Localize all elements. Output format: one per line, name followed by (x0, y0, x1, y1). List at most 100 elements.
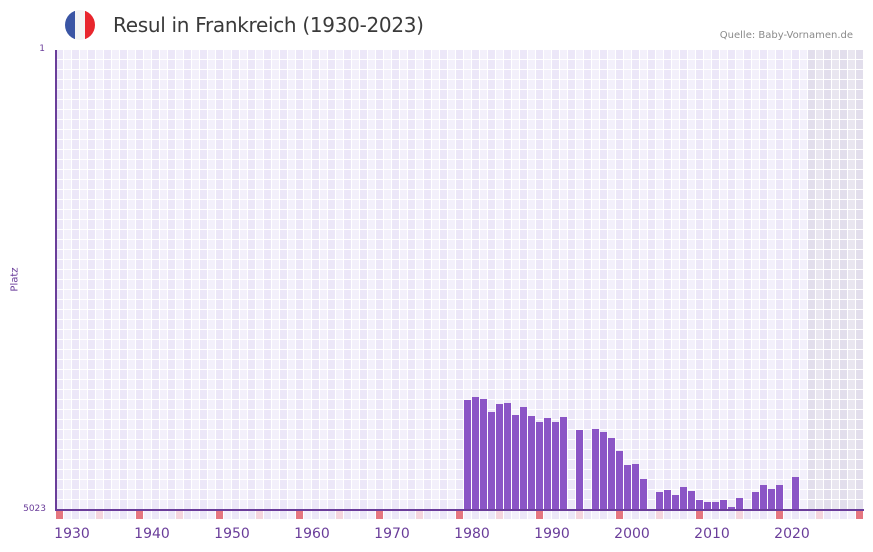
grid-cell (688, 450, 695, 459)
bar-1981[interactable] (464, 399, 471, 510)
bar-1985[interactable] (496, 404, 503, 510)
bar-1999[interactable] (608, 438, 615, 510)
grid-cell (184, 480, 191, 489)
bar-2002[interactable] (632, 464, 639, 510)
grid-cell (104, 310, 111, 319)
grid-cell (80, 50, 87, 59)
bar-2001[interactable] (624, 465, 631, 510)
grid-cell (440, 150, 447, 159)
bar-2010[interactable] (696, 500, 703, 510)
grid-cell (312, 410, 319, 419)
grid-cell (232, 390, 239, 399)
bar-2012[interactable] (712, 501, 719, 510)
grid-cell (664, 240, 671, 249)
grid-cell (456, 240, 463, 249)
grid-cell (504, 350, 511, 359)
grid-cell (696, 250, 703, 259)
grid-cell (808, 70, 815, 79)
bar-1992[interactable] (552, 421, 559, 510)
bar-1998[interactable] (600, 431, 607, 510)
grid-cell (504, 360, 511, 369)
bar-1997[interactable] (592, 429, 599, 510)
bar-2011[interactable] (704, 501, 711, 510)
year-marker (320, 511, 327, 519)
grid-cell (696, 80, 703, 89)
bar-2014[interactable] (728, 506, 735, 510)
grid-cell (672, 240, 679, 249)
bar-2005[interactable] (656, 491, 663, 510)
grid-cell (208, 240, 215, 249)
bar-1991[interactable] (544, 418, 551, 510)
grid-cell (248, 360, 255, 369)
bar-2020[interactable] (776, 484, 783, 510)
grid-cell (224, 350, 231, 359)
grid-cell (848, 360, 855, 369)
bar-2000[interactable] (616, 451, 623, 510)
grid-cell (368, 280, 375, 289)
bar-1986[interactable] (504, 403, 511, 510)
grid-cell (160, 480, 167, 489)
grid-cell (352, 260, 359, 269)
grid-cell (320, 480, 327, 489)
grid-cell (776, 480, 783, 489)
bar-2007[interactable] (672, 494, 679, 510)
grid-cell (576, 330, 583, 339)
grid-cell (648, 60, 655, 69)
grid-cell (416, 430, 423, 439)
grid-cell (728, 370, 735, 379)
grid-cell (392, 160, 399, 169)
grid-cell (296, 400, 303, 409)
bar-2022[interactable] (792, 477, 799, 510)
bar-2019[interactable] (768, 488, 775, 510)
grid-cell (424, 60, 431, 69)
grid-cell (552, 100, 559, 109)
bar-2006[interactable] (664, 490, 671, 510)
grid-cell (240, 270, 247, 279)
grid-cell (688, 110, 695, 119)
grid-cell (576, 340, 583, 349)
year-marker (224, 511, 231, 519)
grid-cell (800, 380, 807, 389)
bar-2015[interactable] (736, 498, 743, 510)
grid-cell (216, 460, 223, 469)
grid-cell (328, 380, 335, 389)
bar-2018[interactable] (760, 484, 767, 510)
bar-2008[interactable] (680, 487, 687, 510)
bar-1982[interactable] (472, 396, 479, 510)
bar-1983[interactable] (480, 398, 487, 510)
bar-1993[interactable] (560, 417, 567, 510)
year-marker (728, 511, 735, 519)
grid-cell (824, 90, 831, 99)
grid-cell (80, 110, 87, 119)
bar-1989[interactable] (528, 416, 535, 510)
grid-cell (784, 330, 791, 339)
bar-2009[interactable] (688, 490, 695, 510)
grid-cell (720, 220, 727, 229)
grid-cell (784, 380, 791, 389)
bar-2013[interactable] (720, 500, 727, 510)
bar-1988[interactable] (520, 407, 527, 510)
grid-cell (128, 420, 135, 429)
bar-1984[interactable] (488, 411, 495, 510)
bar-2003[interactable] (640, 479, 647, 510)
grid-cell (680, 350, 687, 359)
grid-cell (472, 130, 479, 139)
grid-cell (472, 240, 479, 249)
bar-2017[interactable] (752, 491, 759, 510)
grid-cell (424, 310, 431, 319)
grid-cell (344, 240, 351, 249)
grid-cell (496, 170, 503, 179)
bar-1995[interactable] (576, 430, 583, 510)
grid-cell (392, 340, 399, 349)
grid-cell (160, 290, 167, 299)
grid-cell (536, 410, 543, 419)
bar-1990[interactable] (536, 421, 543, 510)
grid-cell (384, 460, 391, 469)
grid-cell (280, 100, 287, 109)
grid-cell (664, 350, 671, 359)
grid-cell (120, 490, 127, 499)
grid-cell (288, 160, 295, 169)
bar-1987[interactable] (512, 415, 519, 510)
grid-cell (312, 120, 319, 129)
grid-cell (96, 70, 103, 79)
